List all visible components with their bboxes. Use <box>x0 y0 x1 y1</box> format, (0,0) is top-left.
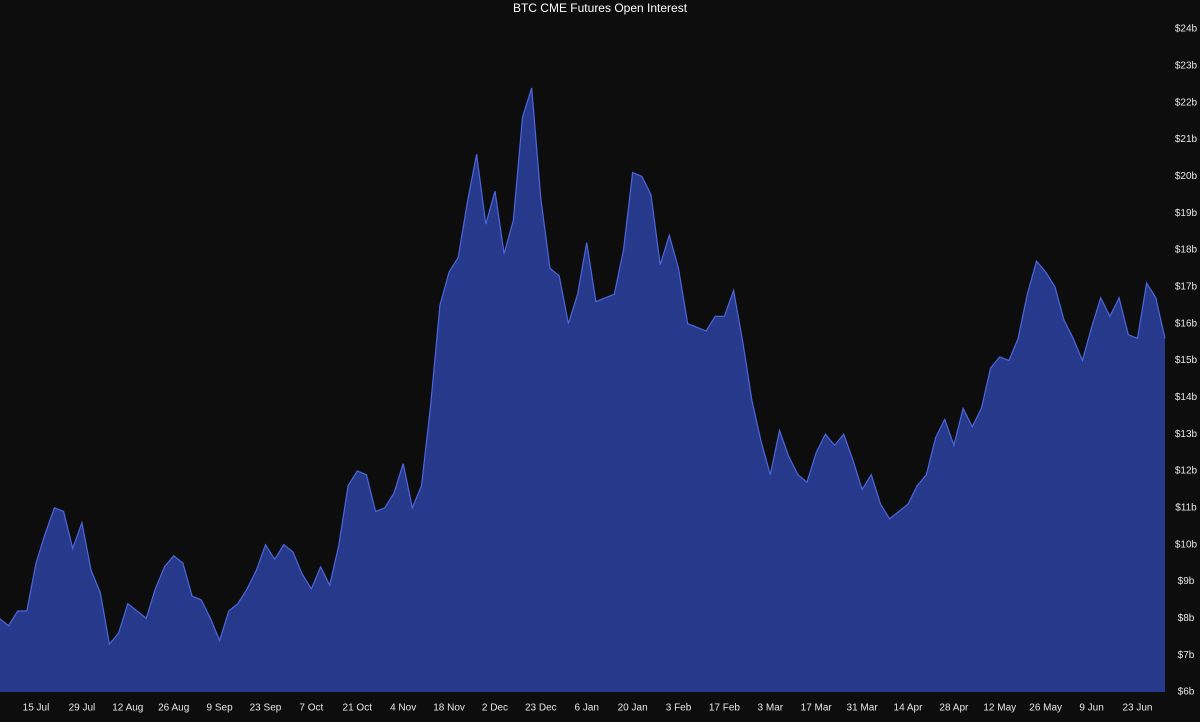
x-tick-label: 14 Apr <box>894 703 924 714</box>
y-tick-label: $21b <box>1175 134 1198 145</box>
x-tick-label: 9 Jun <box>1079 703 1103 714</box>
x-tick-label: 26 Aug <box>158 703 189 714</box>
y-tick-label: $17b <box>1175 281 1198 292</box>
y-tick-label: $6b <box>1178 687 1195 698</box>
y-tick-label: $22b <box>1175 97 1198 108</box>
y-tick-label: $18b <box>1175 245 1198 256</box>
x-tick-label: 12 May <box>983 703 1016 714</box>
x-tick-label: 6 Jan <box>575 703 599 714</box>
x-tick-label: 9 Sep <box>207 703 234 714</box>
y-tick-label: $13b <box>1175 429 1198 440</box>
x-tick-label: 3 Feb <box>666 703 692 714</box>
chart-title: BTC CME Futures Open Interest <box>513 1 688 15</box>
x-tick-label: 29 Jul <box>69 703 96 714</box>
x-tick-label: 7 Oct <box>299 703 323 714</box>
x-tick-label: 23 Sep <box>250 703 282 714</box>
y-tick-label: $14b <box>1175 392 1198 403</box>
x-tick-label: 17 Mar <box>801 703 833 714</box>
y-tick-label: $11b <box>1175 502 1197 513</box>
y-tick-label: $23b <box>1175 60 1198 71</box>
x-tick-label: 28 Apr <box>939 703 969 714</box>
y-tick-label: $16b <box>1175 318 1198 329</box>
x-tick-label: 23 Jun <box>1122 703 1152 714</box>
x-tick-label: 3 Mar <box>758 703 784 714</box>
y-tick-label: $19b <box>1175 208 1198 219</box>
x-tick-label: 26 May <box>1029 703 1062 714</box>
x-tick-label: 20 Jan <box>618 703 648 714</box>
x-tick-label: 31 Mar <box>847 703 879 714</box>
y-tick-label: $24b <box>1175 24 1198 35</box>
y-tick-label: $9b <box>1178 576 1195 587</box>
x-tick-label: 4 Nov <box>390 703 416 714</box>
x-tick-label: 17 Feb <box>709 703 741 714</box>
y-tick-label: $20b <box>1175 171 1198 182</box>
x-tick-label: 15 Jul <box>23 703 50 714</box>
x-tick-label: 21 Oct <box>343 703 373 714</box>
y-tick-label: $10b <box>1175 539 1198 550</box>
y-tick-label: $7b <box>1178 650 1195 661</box>
x-tick-label: 12 Aug <box>112 703 143 714</box>
y-tick-label: $12b <box>1175 466 1198 477</box>
x-tick-label: 2 Dec <box>482 703 508 714</box>
area-line <box>0 87 1166 646</box>
x-tick-label: 23 Dec <box>525 703 557 714</box>
x-tick-label: 18 Nov <box>433 703 465 714</box>
y-tick-label: $8b <box>1178 613 1195 624</box>
area <box>0 87 1165 692</box>
y-tick-label: $15b <box>1175 355 1198 366</box>
